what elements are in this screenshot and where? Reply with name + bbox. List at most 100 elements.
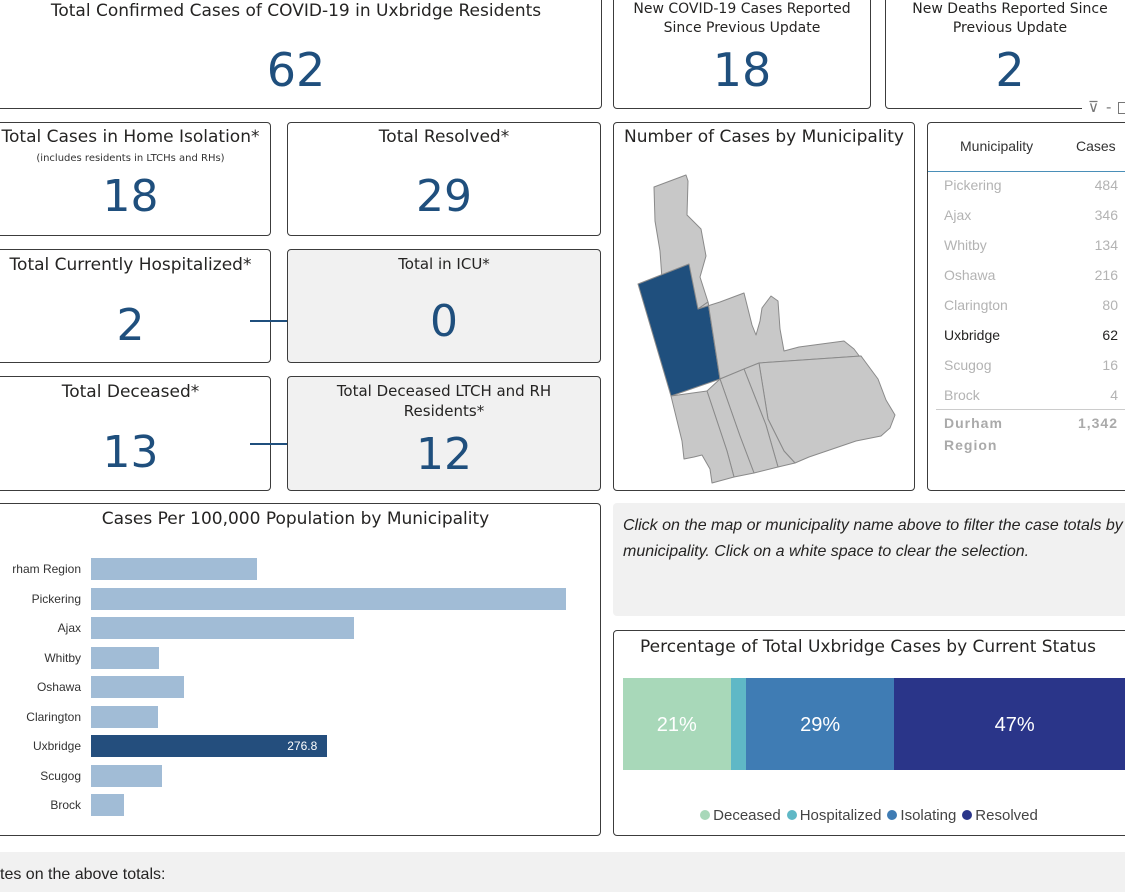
- bar[interactable]: [91, 735, 328, 757]
- home-isolation-subtitle: (includes residents in LTCHs and RHs): [36, 153, 225, 164]
- visual-header: ⊽ -: [1082, 98, 1125, 118]
- legend-item-isolating[interactable]: Isolating: [887, 807, 956, 824]
- stack-segment-label: 29%: [800, 714, 841, 736]
- stack-segment-label: 47%: [994, 714, 1035, 736]
- hospitalized-title: Total Currently Hospitalized*: [9, 255, 252, 275]
- table-cell-cases: 16: [1102, 357, 1118, 373]
- table-header-municipality[interactable]: Municipality: [960, 138, 1034, 154]
- table-row[interactable]: Ajax 346: [928, 201, 1125, 231]
- instructions-text: Click on the map or municipality name ab…: [623, 517, 1123, 560]
- deceased-ltch-title-2: Residents*: [403, 402, 485, 420]
- table-row[interactable]: Scugog 16: [928, 351, 1125, 381]
- deceased-ltch-title-1: Total Deceased LTCH and RH: [336, 382, 552, 400]
- table-cell-municipality: Scugog: [944, 357, 992, 373]
- legend-label: Hospitalized: [799, 807, 882, 824]
- chart-title: Cases Per 100,000 Population by Municipa…: [101, 509, 490, 529]
- map-title: Number of Cases by Municipality: [624, 127, 904, 147]
- deceased-title: Total Deceased*: [61, 382, 200, 402]
- new-cases-title-1: New COVID-19 Cases Reported: [633, 1, 851, 17]
- total-confirmed-title: Total Confirmed Cases of COVID-19 in Uxb…: [50, 1, 542, 21]
- legend-item-deceased[interactable]: Deceased: [700, 807, 781, 824]
- table-total-label-1: Durham: [944, 415, 1003, 431]
- bar-category-label: Pickering: [31, 591, 81, 606]
- stacked-bar[interactable]: 21% 29% 47%: [623, 678, 1125, 770]
- deceased-card: Total Deceased* 13: [0, 376, 271, 491]
- bar[interactable]: [91, 558, 257, 580]
- bar-category-label: Brock: [50, 798, 81, 812]
- bar[interactable]: [91, 587, 567, 610]
- table-row[interactable]: Brock 4: [928, 381, 1125, 411]
- stack-segment-label: 21%: [656, 714, 697, 736]
- legend-item-hospitalized[interactable]: Hospitalized: [786, 807, 882, 824]
- legend-label: Resolved: [975, 807, 1038, 824]
- legend-dot-icon: [887, 810, 898, 820]
- icu-title: Total in ICU*: [398, 255, 490, 273]
- bar-category-label: Oshawa: [36, 680, 81, 694]
- bar-category-label: Whitby: [44, 650, 81, 665]
- bar-chart[interactable]: rham Region Pickering Ajax Whitby Oshawa Clar…: [0, 504, 602, 837]
- table-total-row[interactable]: Durham Region 1,342: [936, 409, 1125, 462]
- new-cases-title-2: Since Previous Update: [663, 20, 821, 36]
- table-row[interactable]: Whitby 134: [928, 231, 1125, 261]
- notes-text: tes on the above totals:: [0, 866, 166, 883]
- resolved-title: Total Resolved*: [378, 127, 510, 147]
- new-cases-value: 18: [712, 43, 772, 97]
- stack-segment-isolating[interactable]: 29%: [745, 678, 895, 770]
- home-isolation-value: 18: [102, 171, 159, 222]
- legend-label: Deceased: [713, 807, 781, 824]
- map-region-uxbridge[interactable]: [637, 263, 721, 397]
- table-cell-municipality: Uxbridge: [944, 327, 1001, 343]
- icu-card: Total in ICU* 0: [287, 249, 601, 363]
- focus-mode-icon[interactable]: [1118, 102, 1125, 114]
- home-isolation-title: Total Cases in Home Isolation*: [1, 127, 260, 147]
- new-cases-card: New COVID-19 Cases Reported Since Previo…: [613, 0, 871, 109]
- bar[interactable]: [91, 646, 160, 669]
- resolved-value: 29: [416, 171, 472, 222]
- stack-segment-deceased[interactable]: 21%: [623, 678, 731, 770]
- bar-category-label: Uxbridge: [32, 739, 81, 753]
- bar[interactable]: [91, 764, 162, 787]
- table-cell-municipality: Whitby: [944, 237, 987, 253]
- table-header-row: Municipality Cases: [928, 123, 1125, 172]
- filter-icon[interactable]: ⊽: [1088, 98, 1099, 116]
- stack-segment-hospitalized[interactable]: [730, 678, 746, 770]
- table-header-cases[interactable]: Cases: [1076, 138, 1116, 154]
- table-cell-cases: 62: [1102, 327, 1118, 343]
- home-isolation-card: Total Cases in Home Isolation* (includes…: [0, 122, 271, 236]
- per-100k-chart-card: Cases Per 100,000 Population by Municipa…: [0, 503, 601, 836]
- deceased-value: 13: [102, 427, 159, 478]
- notes-panel: tes on the above totals:: [0, 852, 1125, 892]
- legend-dot-icon: [786, 810, 797, 820]
- table-row[interactable]: Clarington 80: [928, 291, 1125, 321]
- legend-dot-icon: [962, 810, 973, 820]
- hospitalized-card: Total Currently Hospitalized* 2: [0, 249, 271, 363]
- table-row[interactable]: Oshawa 216: [928, 261, 1125, 291]
- table-cell-cases: 134: [1094, 237, 1118, 253]
- icu-value: 0: [430, 296, 458, 347]
- deceased-ltch-value: 12: [416, 429, 472, 480]
- stack-segment-resolved[interactable]: 47%: [894, 678, 1125, 770]
- total-confirmed-card: Total Confirmed Cases of COVID-19 in Uxb…: [0, 0, 602, 109]
- table-total-value: 1,342: [1077, 415, 1118, 431]
- bar[interactable]: [91, 617, 354, 639]
- bar[interactable]: [91, 794, 125, 816]
- header-separator: -: [1106, 98, 1112, 116]
- legend-item-resolved[interactable]: Resolved: [962, 807, 1038, 824]
- hospitalized-value: 2: [116, 300, 145, 351]
- instructions-panel: Click on the map or municipality name ab…: [613, 503, 1125, 616]
- table-cell-cases: 4: [1110, 387, 1118, 403]
- bar-category-label: rham Region: [12, 562, 81, 576]
- table-row[interactable]: Uxbridge 62: [928, 321, 1125, 351]
- map-card: Number of Cases by Municipality: [613, 122, 915, 491]
- durham-map[interactable]: [614, 151, 914, 491]
- bar[interactable]: [91, 676, 185, 698]
- map-region-pickering[interactable]: [670, 390, 735, 484]
- new-deaths-card: New Deaths Reported Since Previous Updat…: [885, 0, 1125, 109]
- new-deaths-title-1: New Deaths Reported Since: [912, 1, 1108, 17]
- table-cell-cases: 346: [1094, 207, 1118, 223]
- table-row[interactable]: Pickering 484: [928, 171, 1125, 201]
- status-chart-title: Percentage of Total Uxbridge Cases by Cu…: [640, 637, 1096, 657]
- bar[interactable]: [91, 705, 159, 728]
- table-cell-municipality: Pickering: [944, 177, 1002, 193]
- legend-dot-icon: [700, 810, 711, 820]
